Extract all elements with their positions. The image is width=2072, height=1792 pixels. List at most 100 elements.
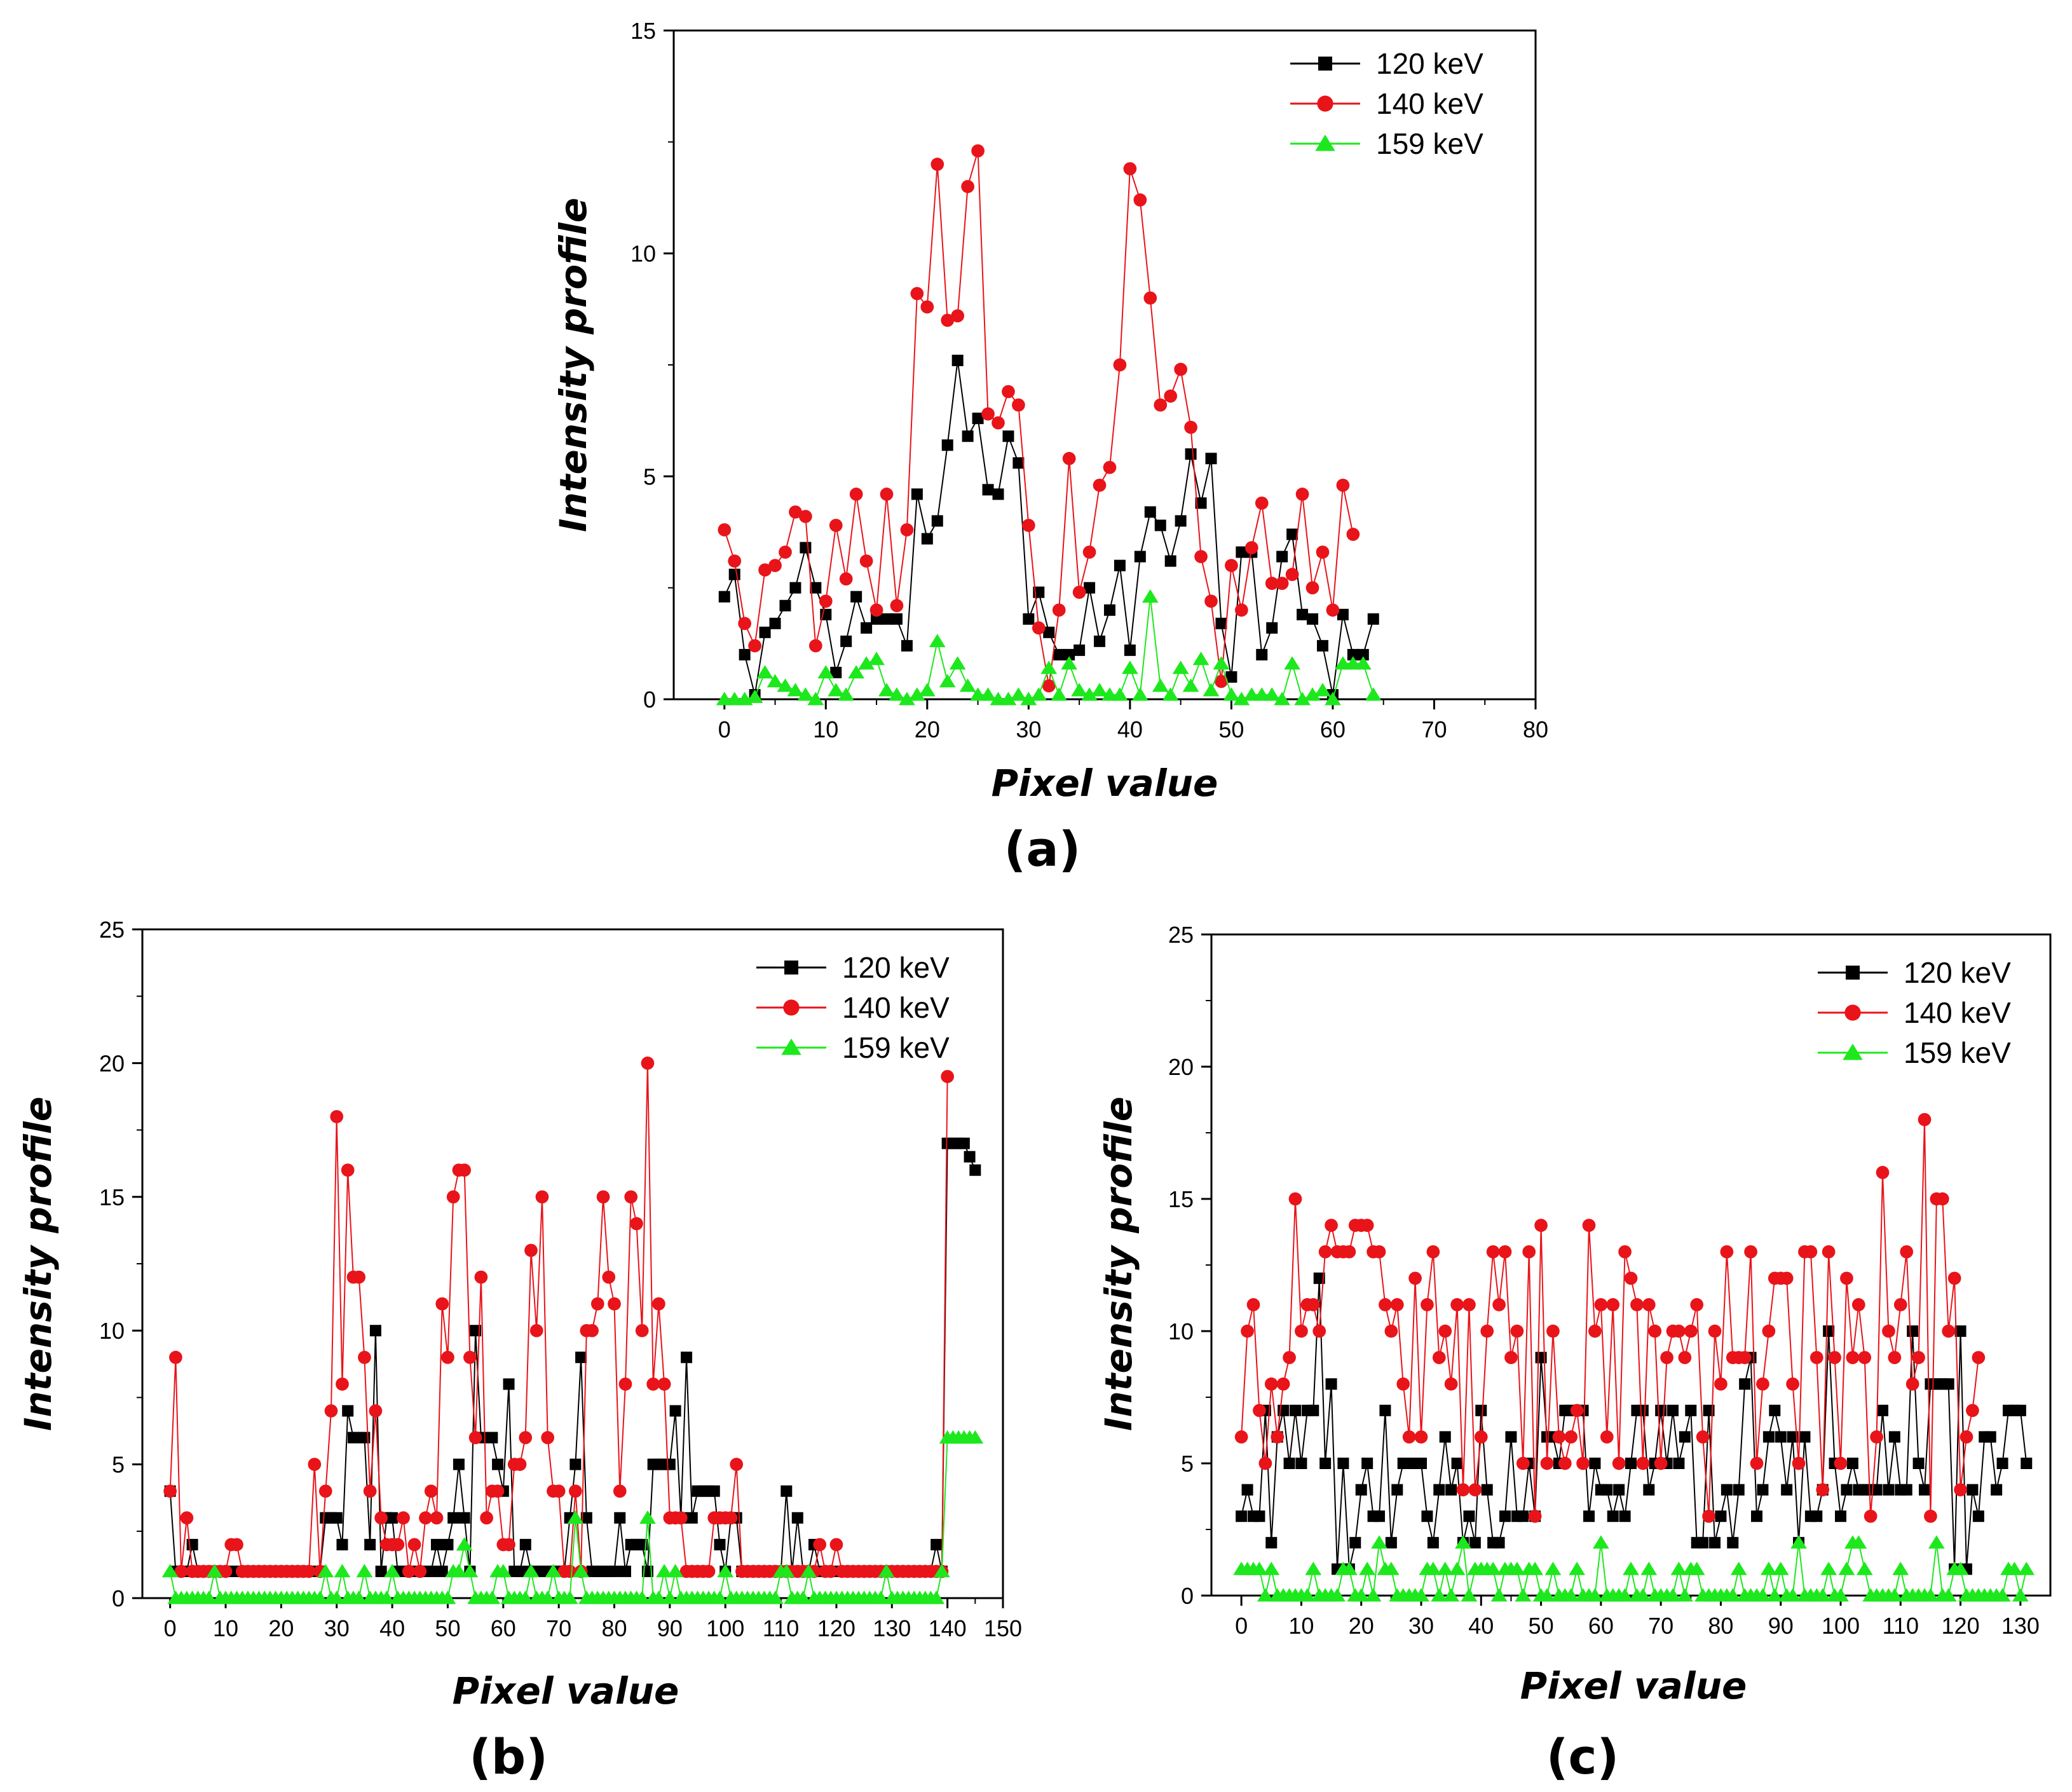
data-point	[1164, 555, 1176, 567]
data-point	[1304, 687, 1321, 701]
data-point	[1432, 1351, 1446, 1364]
data-point	[1462, 1298, 1476, 1311]
data-point	[1253, 1404, 1266, 1418]
data-point	[186, 1538, 198, 1550]
data-point	[1053, 648, 1065, 660]
data-point	[813, 1538, 827, 1552]
data-point	[1564, 1430, 1578, 1444]
data-point	[714, 1538, 726, 1550]
data-point	[163, 1484, 177, 1498]
data-point	[624, 1190, 638, 1204]
data-point	[1688, 1561, 1705, 1575]
data-point	[585, 1323, 599, 1337]
data-point	[1592, 1535, 1609, 1549]
data-point	[1618, 1245, 1632, 1259]
data-point	[1030, 687, 1047, 701]
data-point	[1094, 635, 1106, 647]
data-point	[817, 665, 835, 679]
data-point	[1787, 1431, 1799, 1443]
x-tick-label: 150	[984, 1615, 1022, 1641]
data-point	[1481, 1484, 1493, 1496]
data-point	[1182, 678, 1199, 692]
x-tick-label: 40	[1468, 1613, 1494, 1639]
data-point	[1607, 1510, 1619, 1522]
data-point	[1071, 683, 1087, 697]
data-point	[456, 1537, 473, 1551]
data-point	[1619, 1510, 1631, 1522]
data-point	[608, 1565, 620, 1577]
data-point	[881, 613, 893, 625]
data-point	[1390, 1298, 1404, 1311]
data-point	[1582, 1219, 1596, 1232]
y-tick-label: 20	[99, 1050, 125, 1076]
data-point	[1236, 546, 1248, 558]
data-point	[808, 639, 822, 653]
data-point	[1810, 1351, 1823, 1364]
data-point	[1365, 1588, 1382, 1602]
legend-c: 120 keV 140 keV 159 keV	[1818, 956, 2011, 1069]
data-point	[930, 1538, 943, 1550]
data-point	[861, 622, 873, 634]
data-point	[1325, 1219, 1338, 1232]
data-point	[1162, 687, 1179, 701]
data-point	[787, 683, 804, 697]
data-point	[1305, 1561, 1322, 1575]
chart-panel-c: 0 10 20 30 40 50 60 70 80 90 100 110 120 130 0 5 10 15 20 2…	[1097, 922, 2052, 1785]
data-point	[1365, 687, 1382, 701]
data-point	[769, 617, 781, 629]
data-point	[1924, 1509, 1937, 1523]
data-point	[563, 1564, 576, 1578]
data-point	[810, 582, 822, 594]
data-point	[308, 1458, 322, 1471]
series-140-kev	[718, 144, 1360, 693]
data-point	[1510, 1324, 1524, 1338]
data-point	[1527, 1561, 1544, 1575]
data-point	[2012, 1588, 2029, 1602]
data-point	[341, 1163, 355, 1177]
data-point	[1461, 1588, 1478, 1602]
data-point	[1670, 1561, 1687, 1575]
data-point	[1877, 1404, 1888, 1416]
data-point	[1184, 420, 1197, 434]
y-tick-label: 25	[99, 917, 125, 943]
data-point	[384, 1564, 400, 1578]
data-point	[1907, 1325, 1919, 1337]
y-tick-label: 15	[630, 18, 656, 44]
data-point	[446, 1190, 460, 1204]
data-point	[1275, 577, 1289, 591]
data-point	[910, 287, 924, 301]
data-point	[1702, 1509, 1715, 1523]
data-point	[800, 542, 812, 554]
data-point	[929, 634, 946, 648]
data-point	[1485, 1561, 1502, 1575]
data-point	[1427, 1536, 1439, 1549]
data-point	[1606, 1298, 1620, 1311]
x-tick-label: 20	[1349, 1613, 1374, 1639]
data-point	[1215, 674, 1228, 688]
data-point	[311, 1590, 329, 1604]
x-tick-label: 60	[491, 1615, 516, 1641]
legend-marker	[784, 961, 798, 975]
data-point	[1312, 1324, 1326, 1338]
data-point	[1443, 1588, 1460, 1602]
data-point	[780, 1485, 793, 1497]
x-tick-label: 130	[2001, 1613, 2040, 1639]
data-point	[1660, 1351, 1673, 1364]
data-point	[1265, 1536, 1278, 1549]
data-point	[1082, 545, 1096, 559]
data-point	[1822, 1245, 1836, 1259]
x-tick-label: 60	[1320, 716, 1346, 742]
data-point	[1570, 1404, 1584, 1418]
data-point	[1382, 1561, 1400, 1575]
x-tick-label: 40	[379, 1615, 405, 1641]
legend-marker	[1844, 1004, 1861, 1021]
data-point	[1361, 1458, 1373, 1469]
data-point	[819, 594, 833, 608]
data-point	[402, 1564, 416, 1578]
data-point	[931, 515, 943, 527]
data-point	[1672, 1324, 1686, 1338]
data-point	[639, 1510, 656, 1524]
data-point	[1265, 577, 1279, 591]
data-point	[1792, 1456, 1806, 1470]
data-point	[1192, 652, 1210, 666]
